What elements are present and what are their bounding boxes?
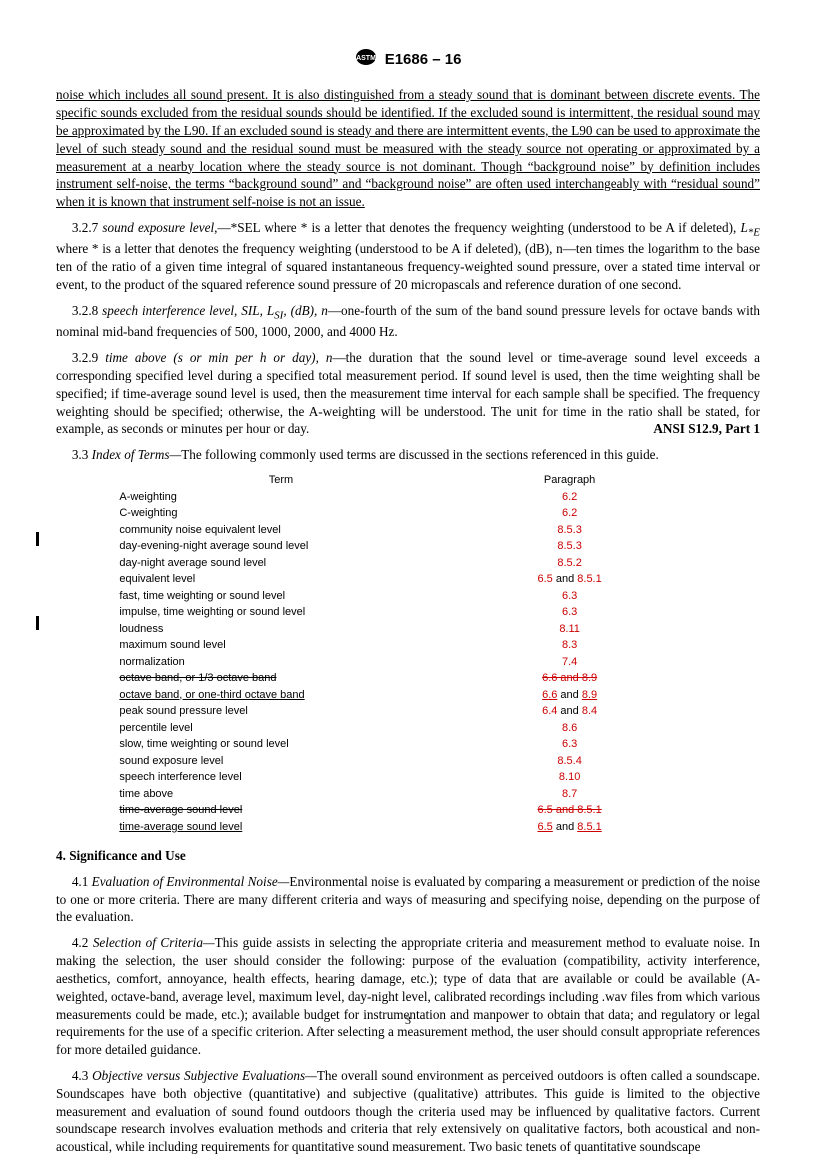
term-cell: day-evening-night average sound level [119,538,442,555]
paragraph-ref-cell: 6.3 [443,736,697,753]
table-row: time-average sound level6.5 and 8.5.1 [119,802,696,819]
page-header: ASTM E1686 – 16 [56,48,760,72]
term-cell: A-weighting [119,489,442,506]
table-row: A-weighting6.2 [119,489,696,506]
paragraph-ref-cell: 6.4 and 8.4 [443,703,697,720]
table-row: day-evening-night average sound level8.5… [119,538,696,555]
paragraph-4-1: 4.1 Evaluation of Environmental Noise—En… [56,873,760,926]
table-row: octave band, or one-third octave band6.6… [119,687,696,704]
term-cell: day-night average sound level [119,555,442,572]
term-cell: speech interference level [119,769,442,786]
term-cell: impulse, time weighting or sound level [119,604,442,621]
term-cell: C-weighting [119,505,442,522]
table-row: fast, time weighting or sound level6.3 [119,588,696,605]
table-row: C-weighting6.2 [119,505,696,522]
table-row: octave band, or 1/3 octave band6.6 and 8… [119,670,696,687]
term-cell: community noise equivalent level [119,522,442,539]
table-row: equivalent level6.5 and 8.5.1 [119,571,696,588]
table-row: impulse, time weighting or sound level6.… [119,604,696,621]
table-header-paragraph: Paragraph [443,472,697,489]
svg-text:ASTM: ASTM [356,55,376,62]
designation: E1686 – 16 [385,51,462,68]
paragraph-ref-cell: 6.2 [443,505,697,522]
paragraph-ref-cell: 6.6 and 8.9 [443,670,697,687]
term-cell: normalization [119,654,442,671]
definition-3-2-7: 3.2.7 sound exposure level,—*SEL where *… [56,219,760,294]
table-row: percentile level8.6 [119,720,696,737]
paragraph-ref-cell: 6.5 and 8.5.1 [443,819,697,836]
table-row: day-night average sound level8.5.2 [119,555,696,572]
term-cell: equivalent level [119,571,442,588]
paragraph-ref-cell: 6.3 [443,588,697,605]
table-header-term: Term [119,472,442,489]
term-cell: sound exposure level [119,753,442,770]
term-cell: octave band, or 1/3 octave band [119,670,442,687]
revision-bar [36,532,39,546]
revision-bar [36,616,39,630]
paragraph-ref-cell: 8.5.3 [443,522,697,539]
table-row: speech interference level8.10 [119,769,696,786]
index-of-terms-table: Term Paragraph A-weighting6.2C-weighting… [119,472,696,835]
term-cell: time-average sound level [119,819,442,836]
astm-logo: ASTM [355,48,377,72]
paragraph-ref-cell: 8.7 [443,786,697,803]
table-row: slow, time weighting or sound level6.3 [119,736,696,753]
paragraph-ref-cell: 6.3 [443,604,697,621]
term-cell: slow, time weighting or sound level [119,736,442,753]
table-row: maximum sound level8.3 [119,637,696,654]
term-cell: time above [119,786,442,803]
paragraph-ref-cell: 8.11 [443,621,697,638]
paragraph-ref-cell: 8.5.4 [443,753,697,770]
page-number: 3 [0,1012,816,1028]
continuation-paragraph: noise which includes all sound present. … [56,86,760,211]
paragraph-ref-cell: 7.4 [443,654,697,671]
definition-3-2-9: 3.2.9 time above (s or min per h or day)… [56,349,760,438]
standard-reference: ANSI S12.9, Part 1 [638,420,760,438]
term-cell: fast, time weighting or sound level [119,588,442,605]
term-cell: octave band, or one-third octave band [119,687,442,704]
paragraph-ref-cell: 6.2 [443,489,697,506]
term-cell: percentile level [119,720,442,737]
definition-3-2-8: 3.2.8 speech interference level, SIL, LS… [56,302,760,341]
table-row: community noise equivalent level8.5.3 [119,522,696,539]
paragraph-ref-cell: 8.6 [443,720,697,737]
paragraph-ref-cell: 6.5 and 8.5.1 [443,571,697,588]
paragraph-4-3: 4.3 Objective versus Subjective Evaluati… [56,1067,760,1156]
paragraph-ref-cell: 8.10 [443,769,697,786]
table-row: time above8.7 [119,786,696,803]
table-row: normalization7.4 [119,654,696,671]
paragraph-ref-cell: 8.5.2 [443,555,697,572]
table-row: time-average sound level6.5 and 8.5.1 [119,819,696,836]
term-cell: loudness [119,621,442,638]
paragraph-ref-cell: 6.5 and 8.5.1 [443,802,697,819]
index-of-terms-intro: 3.3 Index of Terms—The following commonl… [56,446,760,464]
term-cell: time-average sound level [119,802,442,819]
table-row: sound exposure level8.5.4 [119,753,696,770]
paragraph-ref-cell: 8.3 [443,637,697,654]
section-4-heading: 4. Significance and Use [56,847,760,865]
paragraph-ref-cell: 8.5.3 [443,538,697,555]
paragraph-4-2: 4.2 Selection of Criteria—This guide ass… [56,934,760,1059]
paragraph-ref-cell: 6.6 and 8.9 [443,687,697,704]
table-row: peak sound pressure level6.4 and 8.4 [119,703,696,720]
table-row: loudness8.11 [119,621,696,638]
term-cell: peak sound pressure level [119,703,442,720]
term-cell: maximum sound level [119,637,442,654]
